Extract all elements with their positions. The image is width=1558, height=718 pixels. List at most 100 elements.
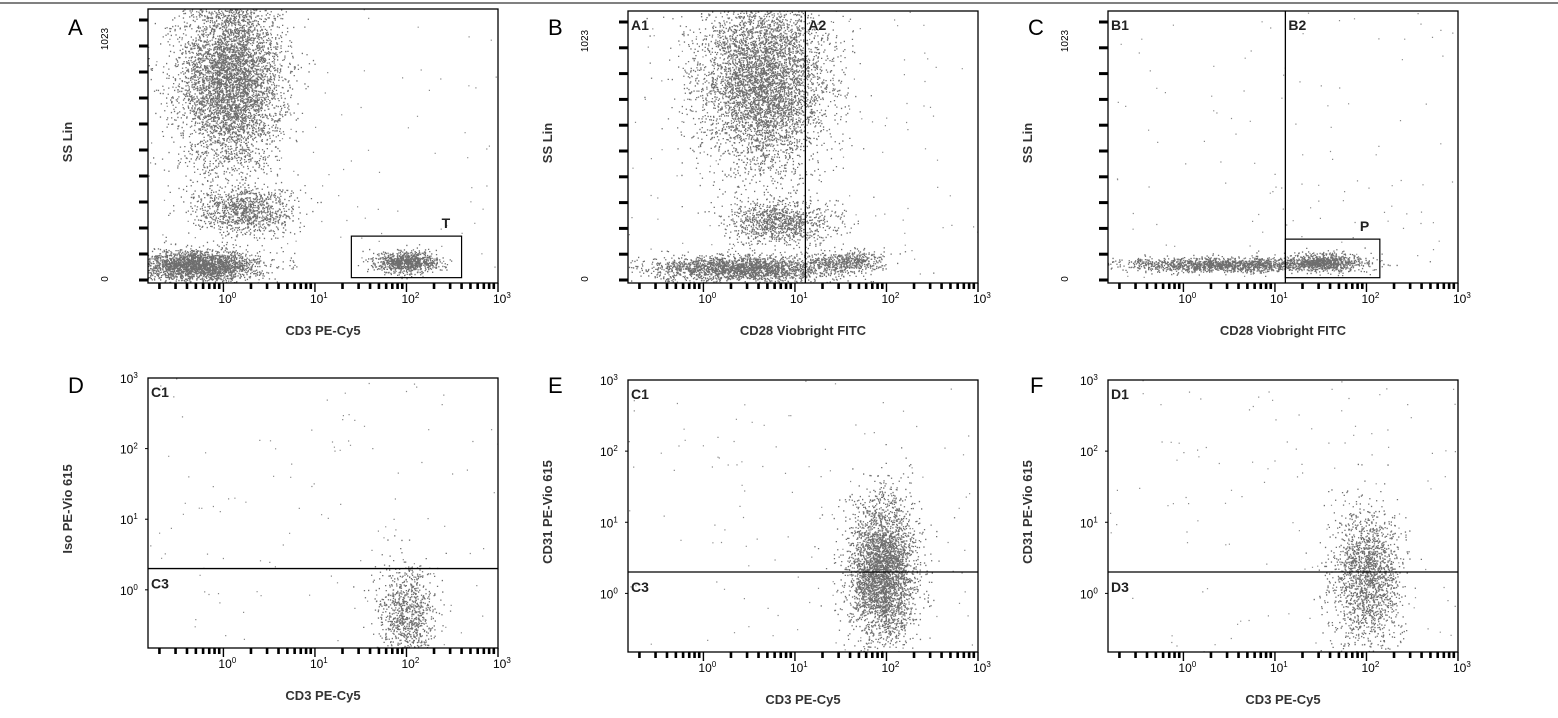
x-axis-title: CD3 PE-Cy5 xyxy=(285,323,360,338)
y-tick-label: 101 xyxy=(600,515,618,530)
plot-frame xyxy=(147,377,499,649)
y-tick-label: 0 xyxy=(580,276,591,282)
x-tick-label: 100 xyxy=(698,291,716,306)
y-axis-title: Iso PE-Vio 615 xyxy=(60,464,75,553)
x-tick-label: 102 xyxy=(401,656,419,671)
x-tick-exponent: 1 xyxy=(803,660,808,669)
panel-letter: E xyxy=(548,373,563,398)
noise-dots xyxy=(628,380,973,651)
plot-frame xyxy=(627,379,979,653)
x-tick-exponent: 2 xyxy=(895,291,900,300)
x-axis-title: CD3 PE-Cy5 xyxy=(1245,692,1320,707)
x-tick-label: 100 xyxy=(218,656,236,671)
y-tick-exponent: 3 xyxy=(1093,373,1098,382)
x-tick-label: 101 xyxy=(790,291,808,306)
x-tick-exponent: 3 xyxy=(986,660,991,669)
x-tick-exponent: 1 xyxy=(1283,291,1288,300)
region-label: C1 xyxy=(631,386,649,402)
y-tick-label: 102 xyxy=(600,444,618,459)
x-tick-label: 101 xyxy=(310,291,328,306)
region-label: C3 xyxy=(151,576,169,592)
y-axis: 0 1023 xyxy=(100,18,148,282)
noise-dots xyxy=(150,378,498,648)
y-tick-label: 1023 xyxy=(1060,29,1071,52)
x-tick-exponent: 3 xyxy=(986,291,991,300)
cluster-t-cells xyxy=(814,444,956,652)
x-tick-exponent: 2 xyxy=(895,660,900,669)
cluster-dots xyxy=(644,11,872,262)
x-tick-label: 102 xyxy=(1361,660,1379,675)
region-label: D3 xyxy=(1111,579,1129,595)
dot-cloud xyxy=(1108,12,1454,278)
panel-letter: D xyxy=(68,373,84,398)
x-axis: 100 101 102 103 xyxy=(638,652,991,675)
y-tick-label: 102 xyxy=(1080,444,1098,459)
y-axis: 0 1023 xyxy=(580,20,628,282)
background-events xyxy=(1110,380,1456,652)
cluster-dots xyxy=(1264,247,1383,277)
y-tick-label: 0 xyxy=(1060,276,1071,282)
x-tick-exponent: 3 xyxy=(1466,291,1471,300)
cluster-t-cells xyxy=(353,535,452,648)
x-tick-label: 103 xyxy=(1453,291,1471,306)
plot-frame xyxy=(147,8,499,284)
y-tick-label: 102 xyxy=(120,442,138,457)
cluster-dots xyxy=(628,247,935,283)
region-label: B1 xyxy=(1111,17,1129,33)
y-tick-label: 1023 xyxy=(100,27,111,50)
x-tick-exponent: 2 xyxy=(415,656,420,665)
panel-letter: F xyxy=(1030,373,1043,398)
x-tick-label: 102 xyxy=(1361,291,1379,306)
x-tick-label: 101 xyxy=(310,656,328,671)
dot-cloud xyxy=(628,380,973,652)
panel-letter: C xyxy=(1028,15,1044,40)
y-tick-exponent: 0 xyxy=(133,583,138,592)
x-axis-title: CD28 Viobright FITC xyxy=(1220,323,1347,338)
y-axis-title: SS Lin xyxy=(60,122,75,163)
x-tick-exponent: 1 xyxy=(803,291,808,300)
y-tick-label: 100 xyxy=(600,586,618,601)
cluster-cd28-t-cells xyxy=(1264,247,1383,277)
x-tick-exponent: 1 xyxy=(323,291,328,300)
region-label: C3 xyxy=(631,579,649,595)
noise-dots xyxy=(1110,380,1456,652)
x-tick-exponent: 2 xyxy=(1375,660,1380,669)
dot-cloud xyxy=(150,378,498,648)
x-tick-label: 102 xyxy=(881,660,899,675)
x-axis: 100 101 102 103 xyxy=(638,283,991,306)
cluster-dots xyxy=(697,189,875,255)
y-tick-exponent: 1 xyxy=(1093,515,1098,524)
region-label: A1 xyxy=(631,17,649,33)
panel-letter: A xyxy=(68,15,83,40)
panel-letter: B xyxy=(548,15,563,40)
cluster-dots xyxy=(814,444,956,652)
dot-cloud xyxy=(148,9,498,283)
x-tick-label: 102 xyxy=(881,291,899,306)
x-axis: 100 101 102 103 xyxy=(158,283,511,306)
y-tick-label: 100 xyxy=(120,583,138,598)
x-tick-label: 100 xyxy=(1178,291,1196,306)
cluster-lymphocytes xyxy=(628,247,935,283)
x-tick-exponent: 0 xyxy=(1192,291,1197,300)
background-events xyxy=(150,378,498,648)
x-tick-label: 103 xyxy=(973,291,991,306)
plot-frame xyxy=(1107,10,1459,284)
dot-cloud xyxy=(1110,380,1456,652)
x-axis: 100 101 102 103 xyxy=(1118,652,1471,675)
x-tick-label: 101 xyxy=(790,660,808,675)
cluster-dots xyxy=(168,165,322,254)
y-tick-label: 1023 xyxy=(580,29,591,52)
x-tick-exponent: 1 xyxy=(1283,660,1288,669)
y-tick-exponent: 2 xyxy=(1093,444,1098,453)
cluster-dots xyxy=(148,9,316,272)
y-axis-title: CD31 PE-Vio 615 xyxy=(1020,460,1035,564)
x-tick-label: 100 xyxy=(1178,660,1196,675)
region-label: B2 xyxy=(1288,17,1306,33)
plot-frame xyxy=(627,10,979,284)
cluster-dots xyxy=(1305,463,1422,652)
x-tick-exponent: 2 xyxy=(415,291,420,300)
